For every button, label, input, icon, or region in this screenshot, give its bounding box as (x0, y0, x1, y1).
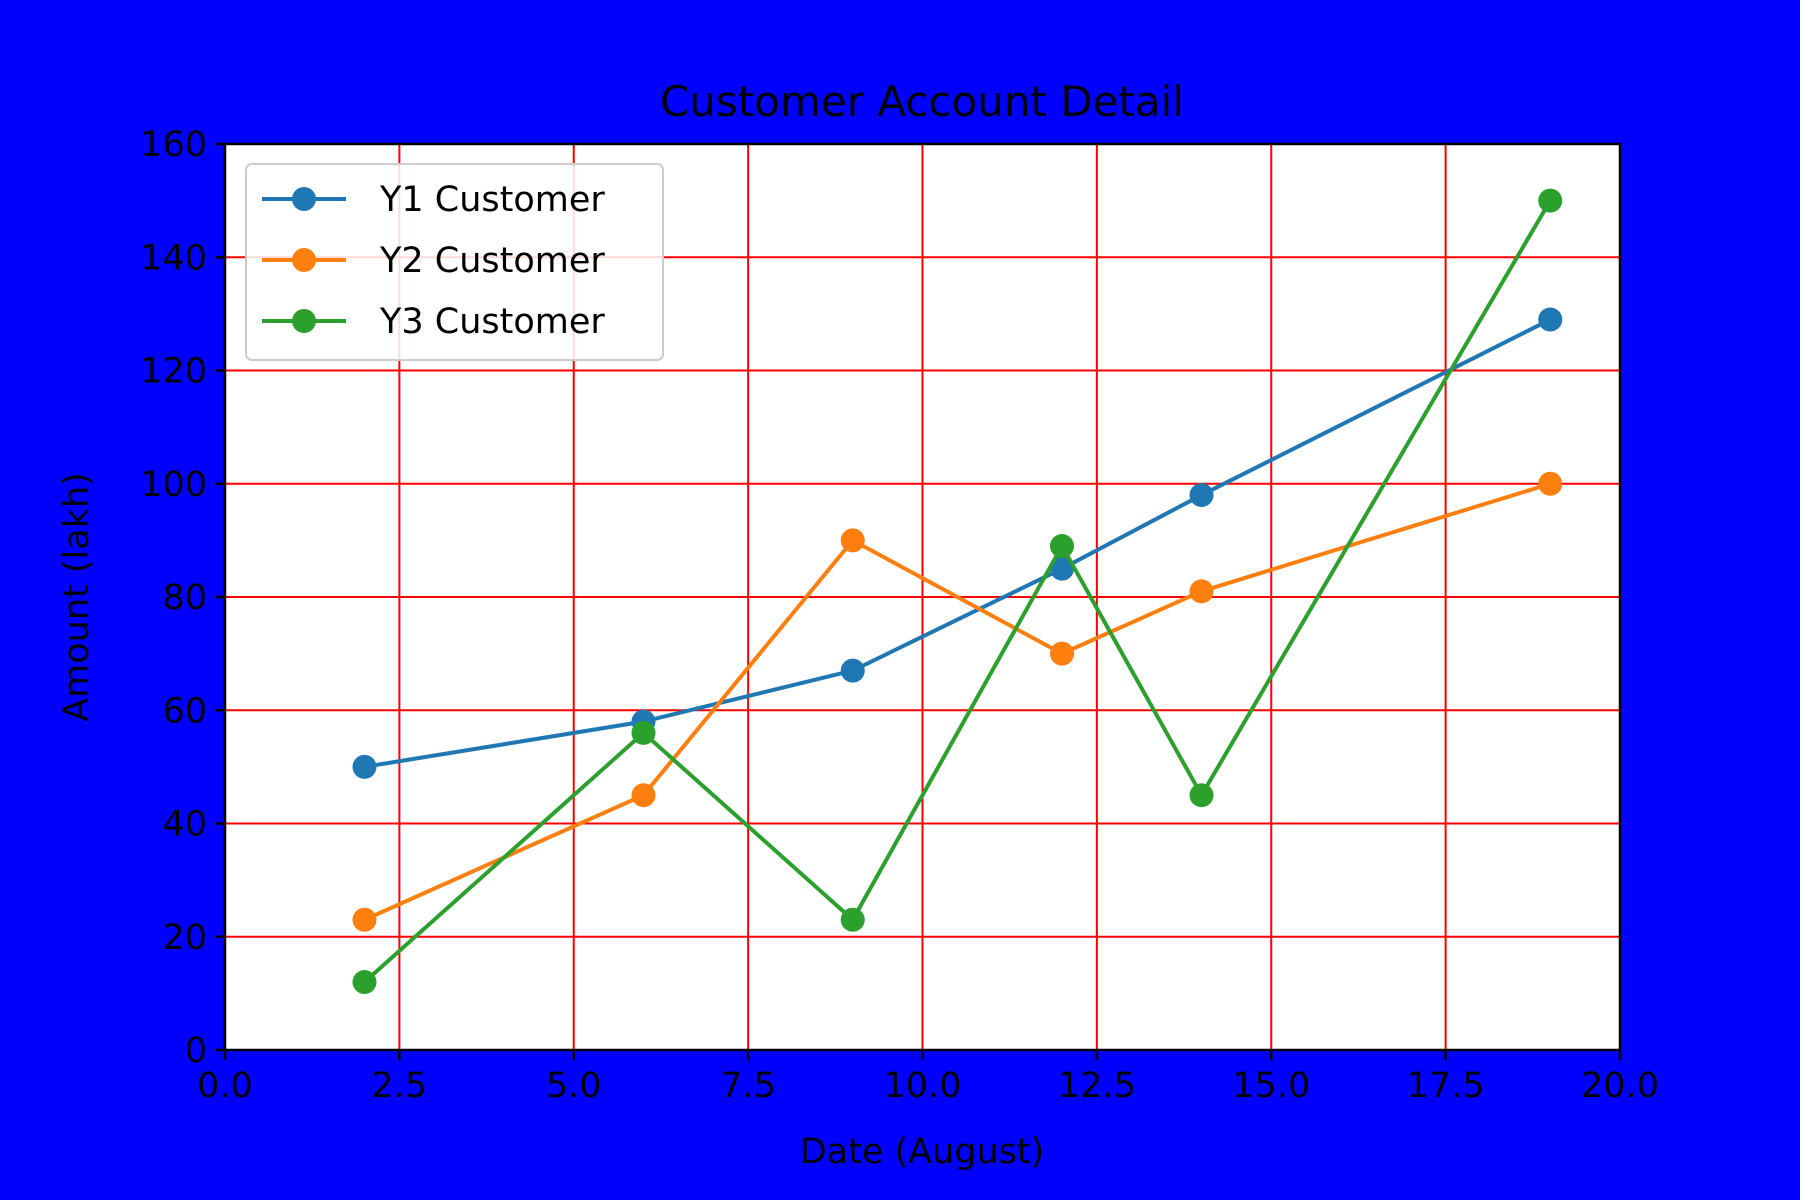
y-axis-ticks: 0 20 40 60 80 100 120 140 160 (140, 125, 225, 1071)
y-axis-label: Amount (lakh) (57, 472, 97, 722)
legend-marker (292, 187, 316, 211)
x-axis-ticks: 0.0 2.5 5.0 7.5 10.0 12.5 15.0 17.5 20.0 (197, 1050, 1659, 1106)
series-layer (352, 188, 1563, 995)
grid-lines (224, 143, 1621, 1051)
legend-entry: Y2 Customer (262, 241, 605, 281)
y-tick-label: 120 (140, 352, 207, 392)
x-tick-label: 7.5 (720, 1066, 776, 1106)
x-tick-label: 5.0 (546, 1066, 602, 1106)
x-tick-label: 0.0 (197, 1066, 253, 1106)
data-point (352, 970, 377, 995)
x-tick-label: 2.5 (372, 1066, 428, 1106)
series-line (364, 317, 1552, 769)
legend-label: Y2 Customer (379, 241, 605, 281)
y-tick-label: 40 (162, 805, 207, 845)
x-axis-label: Date (August) (800, 1132, 1045, 1172)
legend-marker (292, 248, 316, 272)
data-point (352, 754, 377, 779)
y-tick-label: 60 (162, 691, 207, 731)
data-point (1538, 188, 1563, 213)
data-point (840, 658, 865, 683)
series-3 (352, 188, 1563, 995)
data-point (840, 907, 865, 932)
data-point (1189, 783, 1214, 808)
data-point (840, 528, 865, 553)
legend: Y1 Customer Y2 Customer Y3 Customer (245, 163, 664, 361)
y-tick-label: 80 (162, 578, 207, 618)
series-2 (352, 471, 1563, 932)
x-tick-label: 20.0 (1581, 1066, 1659, 1106)
series-line (363, 199, 1552, 984)
data-point (352, 907, 377, 932)
data-point (631, 783, 656, 808)
data-point (1050, 534, 1074, 559)
data-point (1538, 307, 1563, 332)
y-tick-label: 20 (162, 918, 207, 958)
legend-entry: Y1 Customer (262, 180, 605, 220)
legend-label: Y1 Customer (379, 180, 605, 220)
data-point (1189, 483, 1214, 508)
legend-marker (292, 309, 316, 333)
legend-label: Y3 Customer (379, 302, 605, 342)
chart-title: Customer Account Detail (660, 77, 1184, 126)
y-tick-label: 0 (185, 1031, 207, 1071)
x-tick-label: 12.5 (1058, 1066, 1136, 1106)
series-1 (352, 307, 1563, 779)
legend-box (245, 163, 664, 361)
data-point (1538, 471, 1563, 496)
x-tick-label: 17.5 (1407, 1066, 1485, 1106)
legend-entry: Y3 Customer (262, 302, 605, 342)
data-point (631, 720, 656, 745)
y-tick-label: 160 (140, 125, 207, 165)
data-point (1050, 556, 1074, 581)
x-tick-label: 10.0 (884, 1066, 962, 1106)
y-tick-label: 140 (140, 238, 207, 278)
x-tick-label: 15.0 (1232, 1066, 1310, 1106)
data-point (1050, 641, 1074, 666)
y-tick-label: 100 (140, 465, 207, 505)
data-point (1189, 579, 1214, 604)
series-line (363, 481, 1551, 922)
